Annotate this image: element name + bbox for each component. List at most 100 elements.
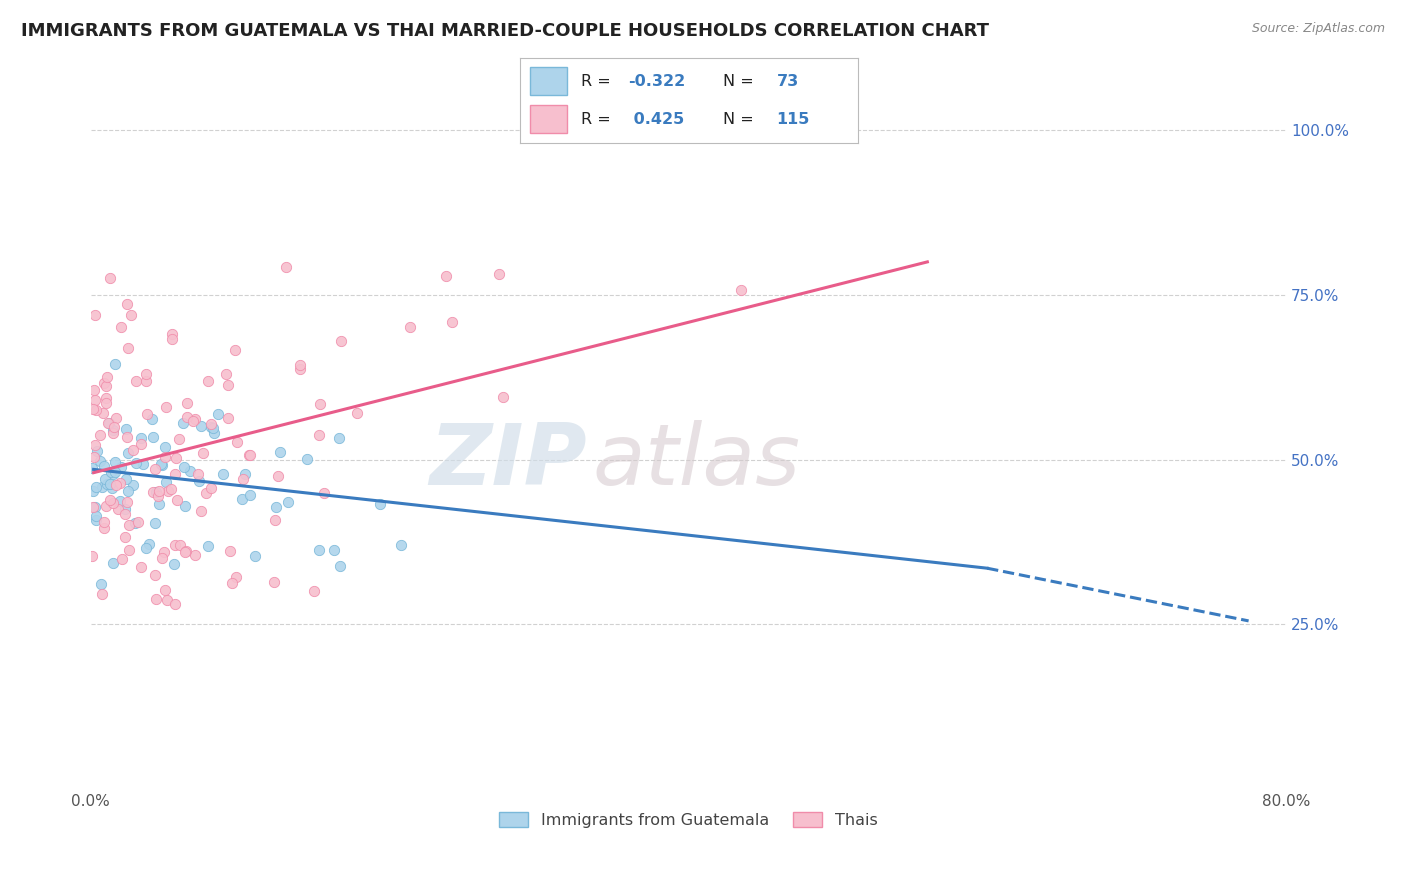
Point [124,457,146,471]
Text: N =: N = [723,112,759,127]
Point [153,440,176,454]
Point [143,462,166,476]
Point [83,384,105,398]
Point [217,411,239,425]
Point [200,420,222,434]
Point [441,315,464,329]
Point [173,459,195,474]
Text: Source: ZipAtlas.com: Source: ZipAtlas.com [1251,22,1385,36]
Point [117,341,139,355]
Point [323,542,346,557]
Point [308,542,330,557]
Point [233,467,256,482]
Point [166,493,188,508]
Point [146,489,169,503]
Point [84,509,107,524]
Point [89,427,111,442]
Point [330,334,353,349]
Point [122,443,145,458]
Point [82,549,104,563]
Bar [530,67,568,95]
Point [231,491,253,506]
Point [312,486,335,500]
Point [157,484,180,499]
Point [96,396,118,410]
Point [104,465,127,479]
Point [125,374,148,388]
Point [94,391,117,405]
Point [131,560,153,574]
Point [132,457,155,471]
Point [267,469,290,483]
Point [135,368,157,382]
Point [103,420,125,434]
Point [115,472,138,486]
Point [274,260,297,275]
Point [142,485,165,500]
Point [288,359,311,373]
Point [98,271,121,285]
Point [101,556,124,570]
Point [174,499,197,513]
Point [302,583,325,598]
Text: 0.425: 0.425 [628,112,685,127]
Point [89,454,111,468]
Point [190,504,212,518]
Point [114,502,136,516]
Point [176,395,198,409]
Legend: Immigrants from Guatemala, Thais: Immigrants from Guatemala, Thais [494,805,884,834]
Point [163,598,186,612]
Point [93,376,115,391]
Point [174,545,197,559]
Point [191,446,214,460]
Point [82,460,104,475]
Point [142,429,165,443]
Point [105,411,128,425]
Point [264,500,287,514]
Point [226,434,249,449]
Point [184,411,207,425]
Point [269,444,291,458]
Point [200,417,222,431]
Text: N =: N = [723,74,759,89]
Text: 73: 73 [776,74,799,89]
Point [107,502,129,516]
Point [288,362,311,376]
Point [239,448,262,462]
Point [110,459,132,474]
Point [150,551,173,566]
Point [219,544,242,558]
Point [111,552,134,566]
Point [84,513,107,527]
Point [124,516,146,530]
Point [207,408,229,422]
Point [98,417,121,431]
Point [212,467,235,482]
Point [197,540,219,554]
Point [145,591,167,606]
Point [143,516,166,530]
Point [114,531,136,545]
Point [83,308,105,322]
Point [90,587,112,601]
Point [160,327,183,342]
Point [174,544,197,558]
Point [84,479,107,493]
Point [104,478,127,492]
Point [152,545,174,559]
Point [172,416,194,430]
Point [346,406,368,420]
Point [110,320,132,334]
Point [165,451,187,466]
Point [115,421,138,435]
Point [84,403,107,417]
Point [215,367,238,381]
Point [97,417,120,431]
Point [149,457,172,471]
Point [165,538,187,552]
Point [295,451,318,466]
Point [202,421,225,435]
Point [190,418,212,433]
Point [143,568,166,582]
Point [96,476,118,491]
